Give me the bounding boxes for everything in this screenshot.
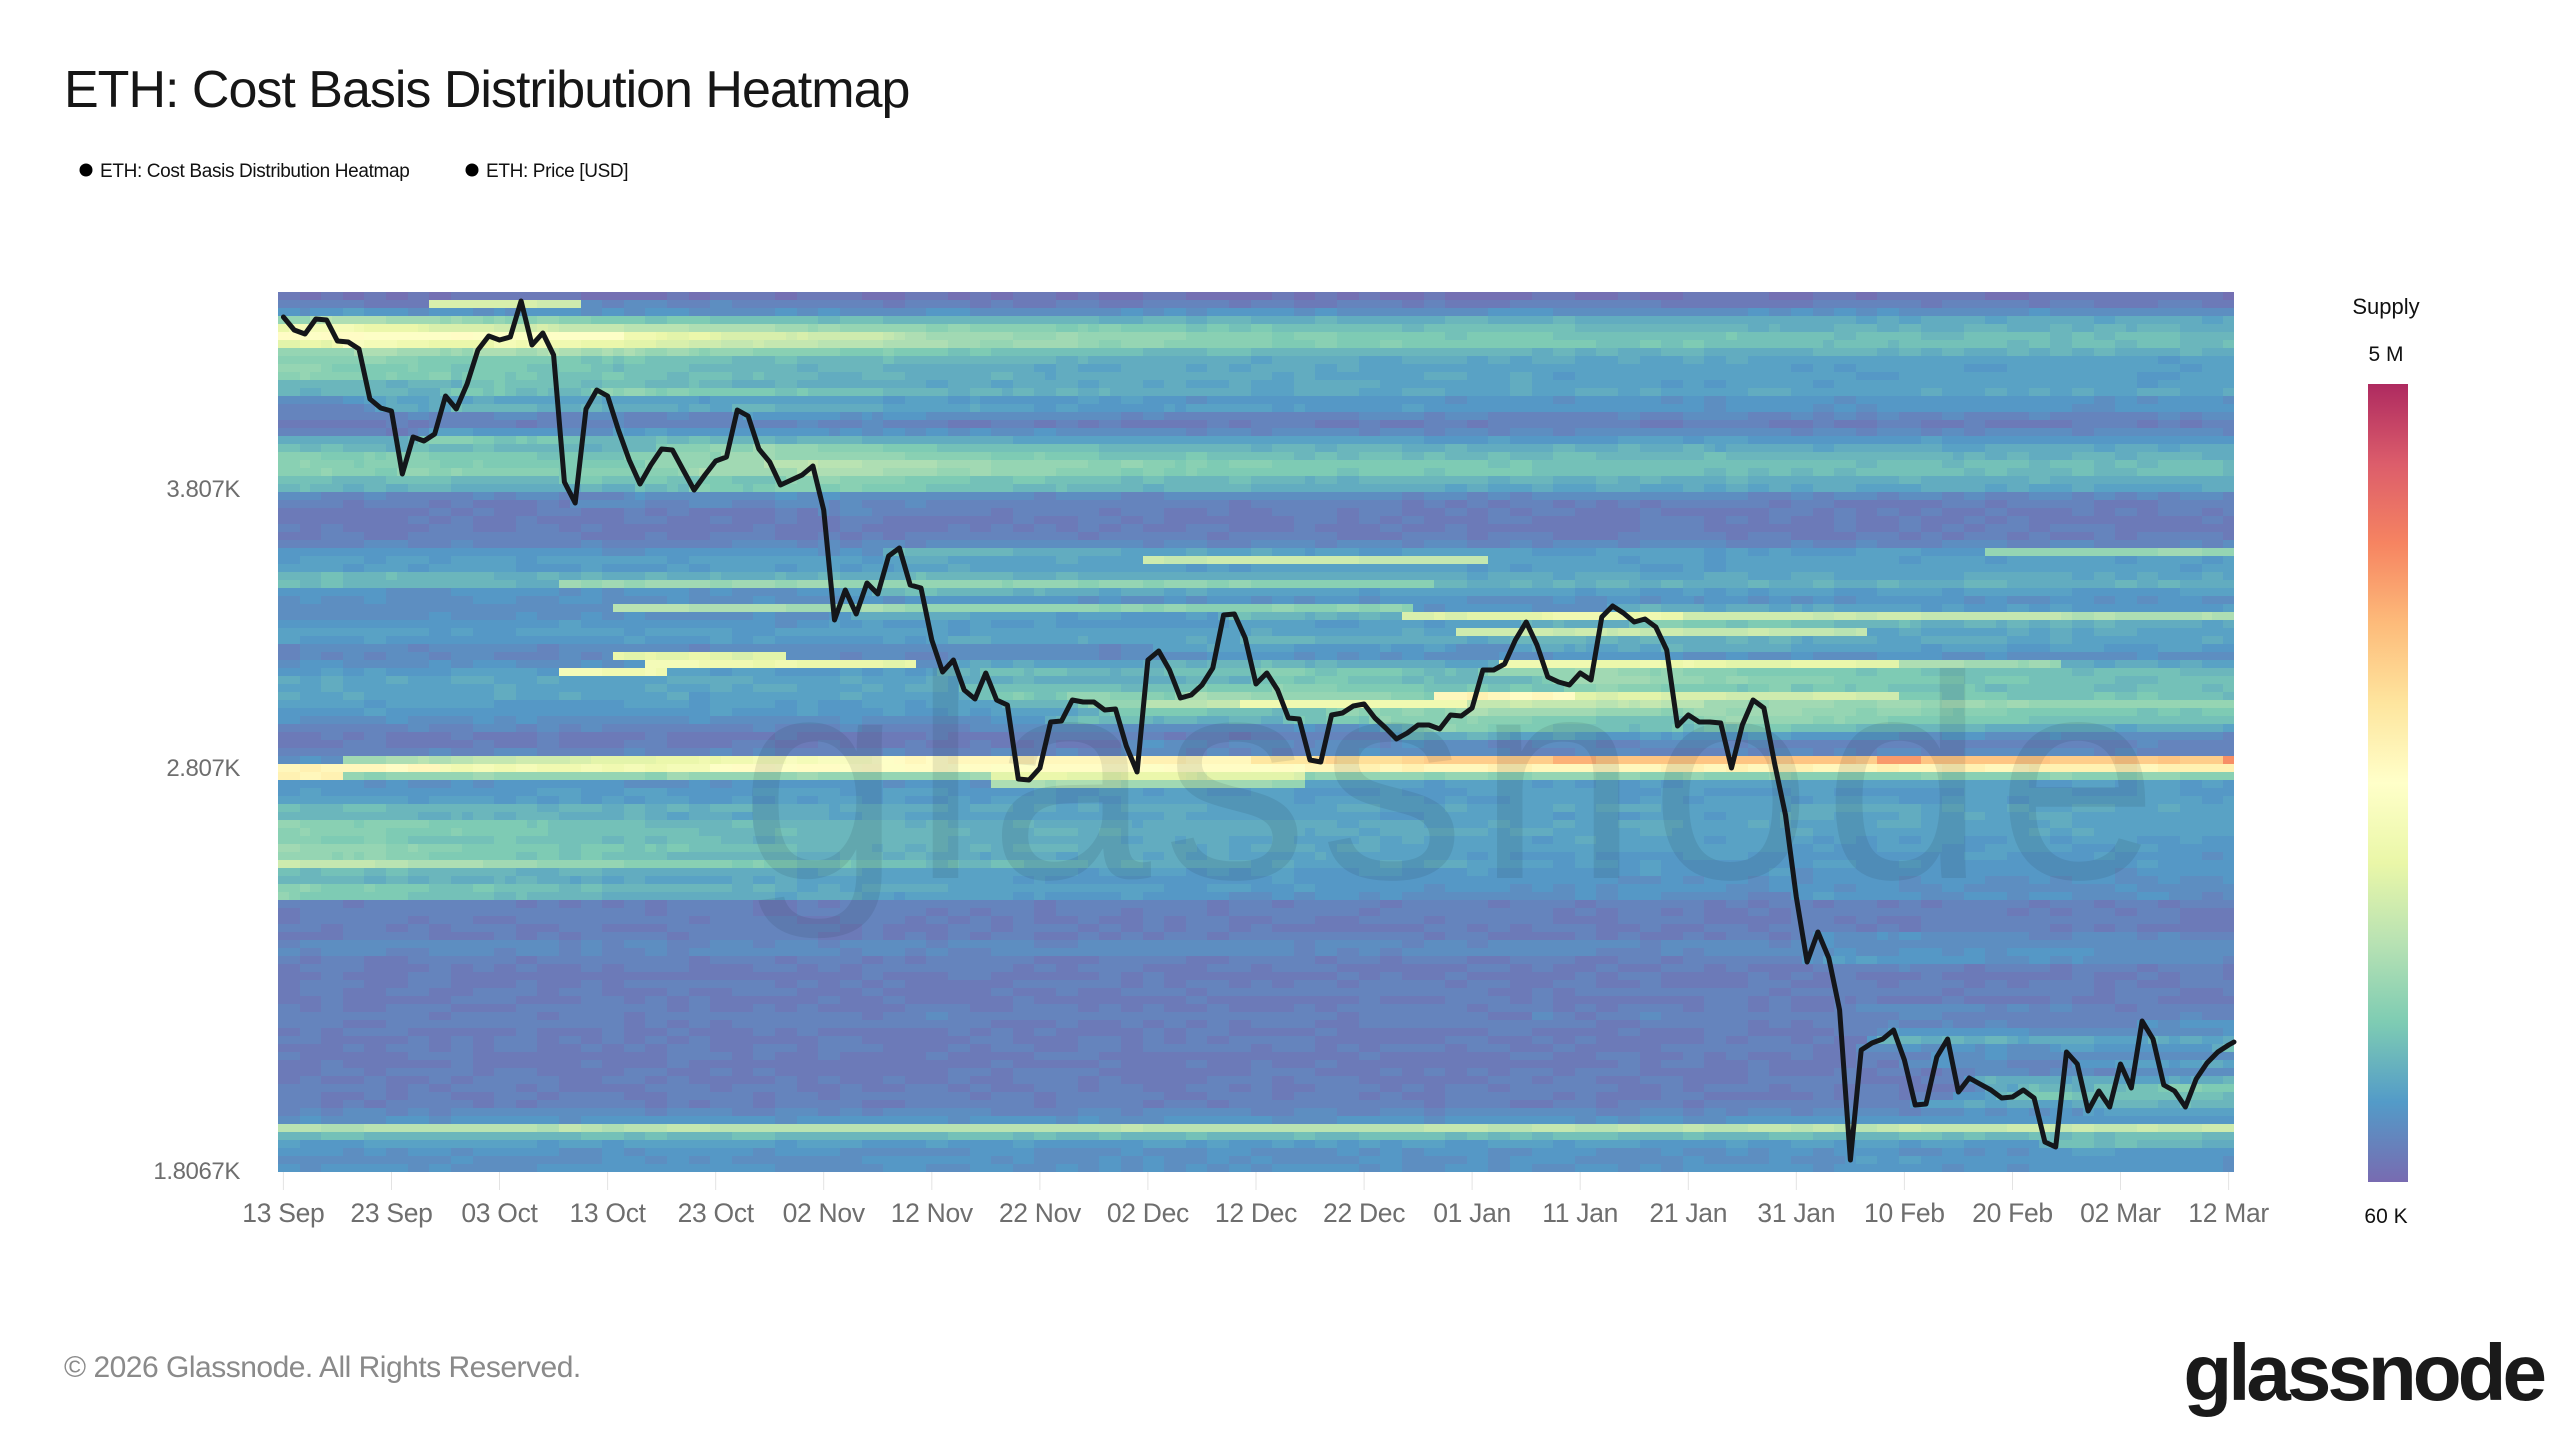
svg-text:Supply: Supply [2352,294,2419,319]
svg-text:ETH: Price [USD]: ETH: Price [USD] [486,161,628,182]
svg-text:2.807K: 2.807K [166,755,240,782]
svg-text:glassnode: glassnode [740,616,2170,941]
svg-text:13 Oct: 13 Oct [569,1198,646,1228]
svg-text:3.807K: 3.807K [166,476,240,503]
svg-text:13 Sep: 13 Sep [242,1198,324,1228]
svg-text:01 Jan: 01 Jan [1433,1198,1511,1228]
svg-text:20 Feb: 20 Feb [1972,1198,2053,1228]
svg-text:21 Jan: 21 Jan [1649,1198,1727,1228]
svg-text:02 Mar: 02 Mar [2080,1198,2161,1228]
svg-text:ETH: Cost Basis Distribution H: ETH: Cost Basis Distribution Heatmap [64,61,909,119]
svg-text:10 Feb: 10 Feb [1864,1198,1945,1228]
svg-text:12 Mar: 12 Mar [2188,1198,2269,1228]
svg-text:11 Jan: 11 Jan [1542,1198,1618,1228]
svg-text:23 Sep: 23 Sep [350,1198,432,1228]
svg-text:glassnode: glassnode [2183,1328,2544,1417]
svg-text:22 Nov: 22 Nov [999,1198,1082,1228]
svg-text:ETH: Cost Basis Distribution H: ETH: Cost Basis Distribution Heatmap [100,161,409,182]
svg-text:02 Dec: 02 Dec [1107,1198,1189,1228]
svg-text:31 Jan: 31 Jan [1757,1198,1835,1228]
svg-text:1.8067K: 1.8067K [153,1158,240,1185]
svg-text:© 2026 Glassnode. All Rights R: © 2026 Glassnode. All Rights Reserved. [64,1351,581,1384]
svg-text:5 M: 5 M [2368,343,2403,366]
svg-text:60 K: 60 K [2364,1205,2407,1228]
svg-text:03 Oct: 03 Oct [461,1198,538,1228]
svg-text:22 Dec: 22 Dec [1323,1198,1405,1228]
svg-text:02 Nov: 02 Nov [783,1198,866,1228]
svg-text:23 Oct: 23 Oct [678,1198,755,1228]
svg-text:12 Dec: 12 Dec [1215,1198,1297,1228]
svg-text:12 Nov: 12 Nov [891,1198,974,1228]
